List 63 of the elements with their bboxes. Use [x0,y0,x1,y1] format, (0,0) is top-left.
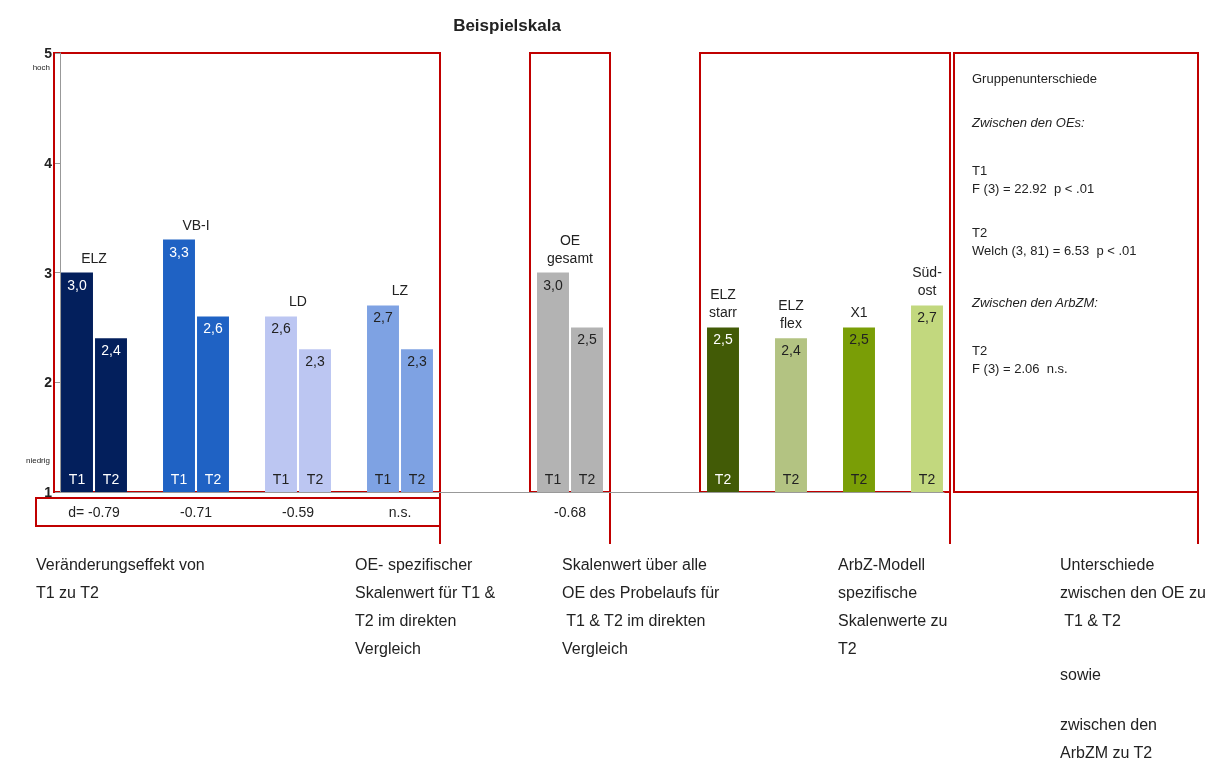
x-tick-label: T2 [578,471,596,487]
data-label: 3,3 [169,243,189,260]
text: -0.59 [282,504,315,520]
data-label: 2,6 [271,320,291,337]
x-tick-label: T2 [306,471,324,487]
y-tick-label: 1 [44,484,53,500]
x-tick-label: T2 [918,471,936,487]
text: zwischen den ArbZM zu T2 [1060,715,1162,761]
text: Gruppenunterschiede [972,70,1098,86]
text: Skalenwert über alle OE des Probelaufs für T1 & T2 im direkten Vergleich [562,555,721,657]
x-tick-label: T2 [714,471,732,487]
text: T2 F (3) = 2.06 n.s. [972,342,1068,376]
text: niedrig [25,455,50,465]
text: OE- spezifischer Skalenwert für T1 & T2 im direkten Vergleich [355,555,500,657]
y-tick-label: 4 [44,154,53,171]
text: Zwischen den ArbZM: [971,294,1099,310]
text: Unterschiede zwischen den OE zu T1 & T2 [1060,555,1206,629]
data-label: 2,4 [101,342,121,359]
chart-title: Beispielskala [453,16,562,35]
x-tick-label: T1 [68,471,86,487]
series-label: OE gesamt [547,231,594,266]
data-label: 2,5 [849,331,869,348]
data-label: 3,0 [67,276,87,293]
text: T1 F (3) = 22.92 p < .01 [972,162,1095,196]
text: -0.71 [180,504,213,520]
series-label: ELZ [81,249,108,266]
x-tick-label: T2 [204,471,222,487]
text: sowie [1060,665,1102,683]
y-tick-label: 2 [44,374,53,391]
text: -0.68 [554,504,587,520]
x-tick-label: T1 [544,471,562,487]
data-label: 2,7 [373,309,393,326]
x-tick-label: T2 [782,471,800,487]
data-label: 2,5 [713,331,733,348]
data-label: 2,4 [781,342,801,359]
data-label: 2,3 [407,353,427,370]
y-tick-label: 5 [44,45,53,61]
text: T2 Welch (3, 81) = 6.53 p < .01 [972,224,1137,258]
data-label: 3,0 [543,276,563,293]
series-label: LD [289,293,307,310]
text: d= -0.79 [68,504,121,520]
x-tick-label: T2 [850,471,868,487]
series-label: ELZ flex [778,297,805,332]
text: Veränderungseffekt von T1 zu T2 [36,555,210,601]
x-tick-label: T1 [374,471,392,487]
series-label: ELZ starr [709,286,738,321]
text: Zwischen den OEs: [971,114,1086,130]
text: hoch [32,62,50,72]
x-tick-label: T2 [102,471,120,487]
data-label: 2,6 [203,320,223,337]
text: n.s. [388,504,412,520]
text: ArbZ-Modell spezifische Skalenwerte zu T2 [838,555,952,657]
series-label: Süd- ost [912,264,943,299]
x-tick-label: T1 [170,471,188,487]
data-label: 2,7 [917,309,937,326]
y-tick-label: 3 [44,264,53,281]
data-label: 2,3 [305,353,325,370]
series-label: LZ [391,282,409,299]
data-label: 2,5 [577,331,597,348]
x-tick-label: T2 [408,471,426,487]
series-label: VB-I [182,216,210,233]
series-label: X1 [850,304,868,321]
x-tick-label: T1 [272,471,290,487]
